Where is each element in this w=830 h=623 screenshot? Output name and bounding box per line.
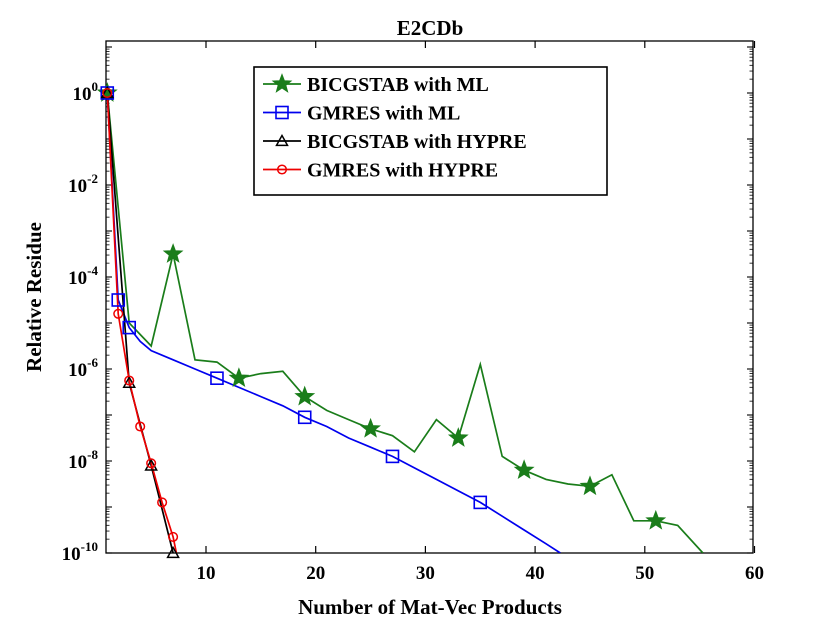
y-tick-base: 10 (68, 268, 87, 289)
y-tick-label: 100 (73, 79, 99, 105)
legend-box (253, 66, 608, 196)
legend-label: BICGSTAB with ML (307, 74, 489, 96)
legend-marker (271, 73, 293, 93)
y-tick-label: 10-10 (62, 539, 98, 565)
y-tick-base: 10 (68, 360, 87, 381)
y-tick-exponent: -8 (87, 447, 98, 462)
series-line-0 (106, 92, 704, 553)
y-tick-label: 10-2 (68, 171, 98, 197)
series-line-1 (106, 92, 561, 553)
y-tick-exponent: -2 (87, 171, 98, 186)
series-3-marker (168, 531, 179, 542)
series-3-marker (124, 375, 135, 386)
series-3-marker (113, 308, 124, 319)
series-3-marker (102, 87, 113, 99)
series-0-marker (228, 367, 250, 388)
x-tick-label: 20 (306, 563, 325, 584)
y-tick-exponent: -4 (87, 263, 98, 278)
series-3-marker (135, 421, 146, 432)
series-0-marker (360, 417, 381, 438)
y-tick-exponent: -6 (87, 355, 98, 370)
legend-label: GMRES with HYPRE (307, 160, 498, 182)
series-line-3 (106, 92, 178, 553)
series-0-marker (162, 243, 184, 263)
series-2-marker (122, 375, 136, 388)
y-tick-label: 10-4 (68, 263, 98, 289)
series-1-marker (297, 410, 312, 425)
y-tick-base: 10 (68, 176, 87, 197)
series-1-marker (473, 495, 488, 510)
x-axis-label: Number of Mat-Vec Products (298, 595, 562, 619)
legend: BICGSTAB with ML GMRES with ML BICGSTAB wi… (253, 66, 608, 196)
x-tick-label: 50 (635, 563, 654, 584)
y-tick-label: 10-6 (68, 355, 98, 381)
series-0-marker (513, 459, 535, 480)
y-tick-exponent: 0 (92, 79, 99, 94)
x-tick-label: 60 (745, 563, 764, 584)
x-tick-label: 10 (197, 563, 216, 584)
series-0-marker (294, 385, 316, 406)
chart-title: E2CDb (397, 16, 464, 40)
series-0-marker (645, 509, 667, 530)
y-axis-label: Relative Residue (22, 222, 46, 372)
y-tick-label: 10-8 (68, 447, 98, 473)
y-tick-base: 10 (73, 84, 92, 105)
series-3-marker (146, 458, 157, 469)
y-tick-base: 10 (62, 544, 81, 565)
series-3-marker (157, 497, 168, 508)
series-2-marker (144, 458, 158, 471)
y-tick-exponent: -10 (81, 539, 98, 554)
y-tick-base: 10 (68, 452, 87, 473)
legend-label: BICGSTAB with HYPRE (307, 131, 527, 153)
series-1-marker (122, 320, 137, 335)
series-2-marker (166, 545, 180, 559)
series-1-marker (210, 371, 224, 386)
series-1-marker (385, 449, 400, 464)
legend-label: GMRES with ML (307, 103, 460, 125)
x-tick-label: 40 (526, 563, 545, 584)
legend-marker (275, 133, 289, 147)
series-1-marker (111, 293, 126, 307)
x-tick-label: 30 (416, 563, 435, 584)
legend-marker (275, 105, 289, 120)
series-markers (96, 82, 667, 559)
series-0-marker (579, 475, 601, 496)
series-lines (106, 92, 704, 553)
series-0-marker (447, 427, 469, 447)
legend-marker (276, 164, 288, 175)
